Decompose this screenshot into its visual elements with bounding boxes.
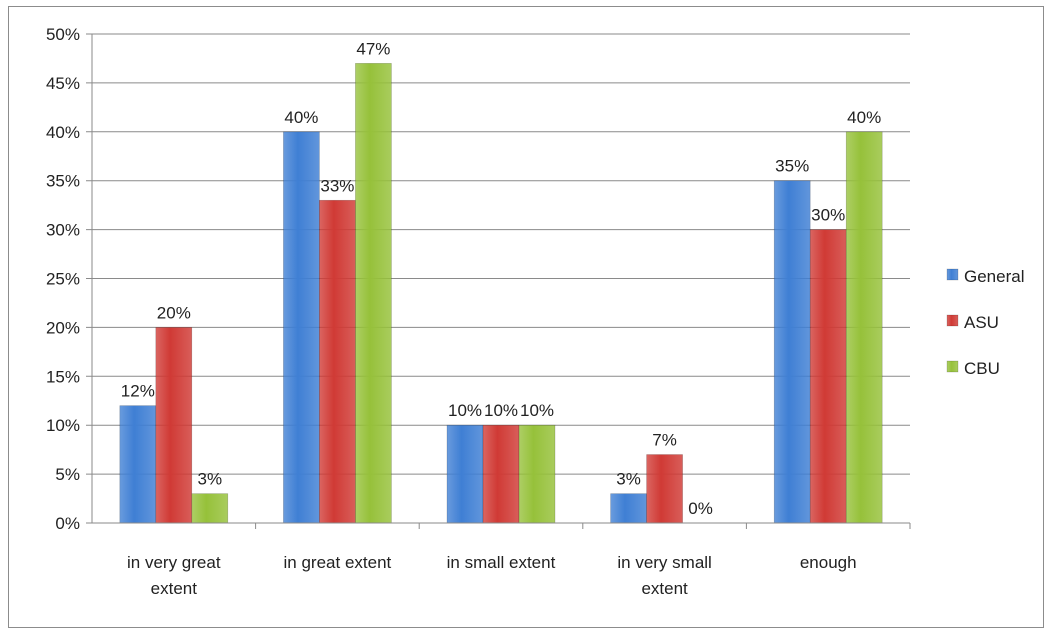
- bar-asu: [155, 327, 193, 524]
- y-tick-label: 50%: [46, 25, 80, 44]
- bar-cbu: [355, 63, 392, 524]
- data-label: 35%: [775, 157, 809, 176]
- y-tick-label: 10%: [46, 416, 80, 435]
- y-tick-label: 25%: [46, 270, 80, 289]
- legend-swatch-asu: [946, 314, 959, 327]
- y-axis: 0% 5% 10% 15% 20% 25% 30% 35% 40% 45% 50%: [46, 25, 93, 533]
- y-tick-label: 0%: [55, 514, 80, 533]
- y-tick-label: 45%: [46, 74, 80, 93]
- bar-cbu: [518, 424, 556, 524]
- bar-asu: [809, 229, 847, 524]
- legend-label: CBU: [964, 359, 1000, 378]
- legend-swatch-general: [946, 268, 959, 281]
- bar-general: [610, 493, 647, 524]
- bar-general: [283, 131, 320, 524]
- bar-general: [119, 405, 157, 524]
- bars: [119, 63, 883, 524]
- x-tick-label: in great extent: [284, 553, 392, 572]
- data-label: 20%: [157, 303, 191, 322]
- legend-swatch-cbu: [946, 360, 959, 373]
- data-labels: 12%20%3%40%33%47%10% 10% 10%3%7%0%35%30%40…: [121, 39, 881, 518]
- data-label: 10%: [520, 401, 554, 420]
- legend-label: General: [964, 267, 1024, 286]
- data-label: 10%: [448, 401, 482, 420]
- y-tick-label: 30%: [46, 221, 80, 240]
- data-label: 30%: [811, 206, 845, 225]
- y-tick-label: 20%: [46, 318, 80, 337]
- data-label: 40%: [847, 108, 881, 127]
- x-tick-label: in very great: [127, 553, 221, 572]
- x-axis: in very great extent in great extent in sma…: [92, 522, 911, 598]
- y-tick-label: 5%: [55, 465, 80, 484]
- data-label: 33%: [320, 176, 354, 195]
- x-tick-label: enough: [800, 553, 857, 572]
- data-label: 3%: [198, 470, 223, 489]
- x-tick-label: extent: [641, 579, 688, 598]
- y-tick-label: 40%: [46, 123, 80, 142]
- bar-cbu: [845, 131, 883, 524]
- x-tick-label: extent: [151, 579, 198, 598]
- legend-label: ASU: [964, 313, 999, 332]
- bar-asu: [482, 424, 520, 524]
- x-tick-label: in very small: [617, 553, 711, 572]
- data-label: 3%: [616, 470, 641, 489]
- data-label: 0%: [688, 499, 713, 518]
- bar-general: [446, 424, 484, 524]
- data-label: 12%: [121, 382, 155, 401]
- y-tick-label: 35%: [46, 172, 80, 191]
- bar-general: [773, 180, 811, 524]
- bar-asu: [646, 454, 683, 524]
- data-label: 47%: [356, 39, 390, 58]
- data-label: 40%: [284, 108, 318, 127]
- data-label: 10%: [484, 401, 518, 420]
- x-tick-label: in small extent: [447, 553, 556, 572]
- data-label: 7%: [652, 431, 677, 450]
- bar-asu: [319, 199, 356, 524]
- y-tick-label: 15%: [46, 367, 80, 386]
- legend: General ASU CBU: [946, 267, 1024, 378]
- bar-cbu: [191, 493, 229, 524]
